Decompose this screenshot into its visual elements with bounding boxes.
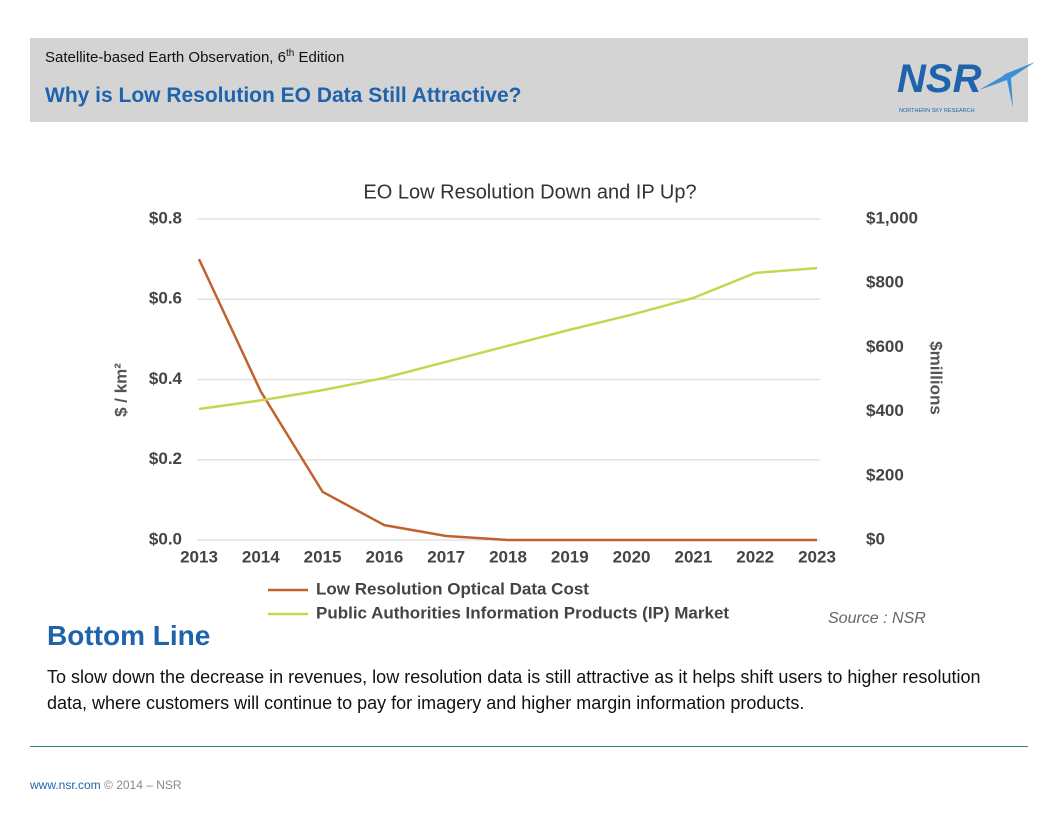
x-tick-label: 2014 — [242, 547, 280, 566]
legend-label: Public Authorities Information Products … — [316, 603, 729, 622]
x-tick-label: 2018 — [489, 547, 527, 566]
slide-title: Why is Low Resolution EO Data Still Attr… — [45, 84, 522, 107]
y2-tick-label: $400 — [866, 401, 904, 420]
y2-tick-label: $200 — [866, 465, 904, 484]
logo-star — [979, 62, 1035, 108]
y2-tick-label: $0 — [866, 529, 885, 548]
subtitle-sup: th — [285, 48, 295, 59]
y2-tick-label: $1,000 — [866, 208, 918, 227]
y-tick-label: $0.4 — [149, 369, 183, 388]
x-tick-label: 2017 — [427, 547, 465, 566]
source-note: Source : NSR — [828, 610, 926, 627]
footer: www.nsr.com © 2014 – NSR — [30, 778, 182, 792]
y-tick-label: $0.8 — [149, 208, 182, 227]
header-bar: Satellite-based Earth Observation, 6th E… — [30, 38, 1035, 122]
logo-tagline: NORTHERN SKY RESEARCH — [899, 108, 975, 114]
x-tick-label: 2021 — [674, 547, 712, 566]
footer-url: www.nsr.com — [30, 778, 101, 792]
logo: NSR NORTHERN SKY RESEARCH — [897, 57, 1035, 114]
chart-title: EO Low Resolution Down and IP Up? — [363, 181, 696, 203]
divider — [30, 746, 1028, 747]
data-line — [197, 258, 817, 542]
x-tick-label: 2013 — [180, 547, 218, 566]
chart: EO Low Resolution Down and IP Up? $ / km… — [111, 181, 946, 627]
subtitle-text: Edition — [294, 49, 345, 66]
y-tick-label: $0.2 — [149, 449, 182, 468]
body-text: To slow down the decrease in revenues, l… — [47, 667, 981, 713]
y-tick-label: $0.6 — [149, 289, 182, 308]
x-tick-label: 2023 — [798, 547, 836, 566]
subtitle-text: Satellite-based Earth Observation, 6 — [45, 49, 286, 66]
footer-copyright: © 2014 – NSR — [104, 778, 182, 792]
data-line — [198, 266, 818, 411]
x-tick-label: 2015 — [304, 547, 342, 566]
y-axis-label: $ / km² — [111, 363, 130, 417]
logo-text: NSR — [897, 57, 982, 101]
y2-tick-label: $600 — [866, 337, 904, 356]
subtitle: Satellite-based Earth Observation, 6th E… — [45, 48, 344, 66]
y2-axis-label: $millions — [927, 341, 946, 415]
x-tick-label: 2016 — [365, 547, 403, 566]
legend-label: Low Resolution Optical Data Cost — [316, 579, 589, 598]
x-tick-label: 2022 — [736, 547, 774, 566]
section-heading: Bottom Line — [47, 620, 211, 651]
x-tick-label: 2020 — [613, 547, 651, 566]
x-tick-label: 2019 — [551, 547, 589, 566]
y-tick-label: $0.0 — [149, 529, 182, 548]
y2-tick-label: $800 — [866, 273, 904, 292]
